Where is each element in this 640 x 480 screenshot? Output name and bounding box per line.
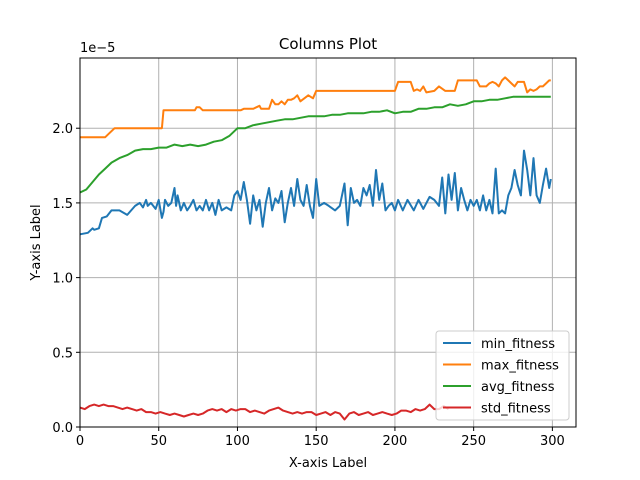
y-tick-label: 1.5 (52, 197, 73, 212)
y-axis-label: Y-axis Label (29, 204, 44, 281)
y-tick-label: 1.0 (52, 272, 73, 287)
plot-frame (79, 57, 577, 428)
y-tick-label: 0.0 (52, 421, 73, 436)
legend: min_fitness max_fitness avg_fitness std_fit… (435, 330, 570, 421)
series-line-std-fitness (79, 403, 450, 421)
x-tick-label: 200 (383, 434, 408, 449)
axis-ticks: 0 50 100 150 200 250 300 0.0 0.5 1.0 1.5 2.0 (52, 122, 564, 449)
series-line-avg-fitness (79, 95, 551, 194)
series-line-max-fitness (80, 76, 551, 139)
series-layer (79, 76, 552, 421)
series-line-min-fitness (79, 149, 552, 236)
x-axis-label: X-axis Label (289, 456, 367, 471)
y-axis-scale-label: 1e−5 (80, 41, 115, 56)
x-tick-label: 300 (540, 434, 565, 449)
x-tick-label: 100 (225, 434, 250, 449)
legend-label: avg_fitness (481, 380, 555, 395)
chart-title: Columns Plot (279, 35, 377, 53)
x-tick-label: 0 (76, 434, 84, 449)
legend-box (435, 330, 570, 421)
legend-label: max_fitness (481, 359, 559, 374)
y-tick-label: 0.5 (52, 346, 73, 361)
x-tick-label: 50 (150, 434, 167, 449)
x-tick-label: 250 (461, 434, 486, 449)
y-tick-label: 2.0 (52, 122, 73, 137)
legend-label: min_fitness (481, 337, 555, 352)
x-tick-label: 150 (304, 434, 329, 449)
legend-label: std_fitness (481, 402, 551, 417)
